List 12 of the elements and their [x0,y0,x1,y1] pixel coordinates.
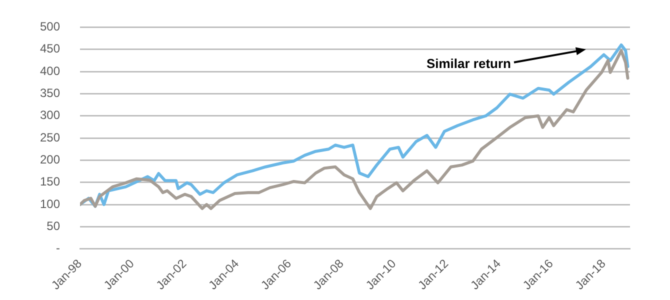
y-tick-label: - [56,241,60,256]
y-tick-label: 450 [40,42,60,56]
y-tick-label: 250 [40,130,60,144]
y-tick-label: 150 [40,174,60,189]
annotation: Similar return [426,56,512,71]
y-tick-label: 400 [40,64,60,78]
y-tick-label: 50 [46,219,60,234]
y-tick-label: 200 [40,152,60,167]
y-tick-label: 300 [40,108,60,122]
y-tick-label: 100 [40,196,60,211]
y-tick-label: 500 [40,20,60,34]
y-tick-label: 350 [40,86,60,100]
